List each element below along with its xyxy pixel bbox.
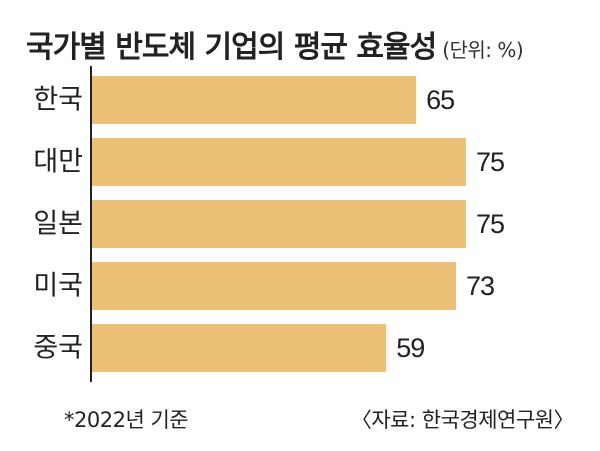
bar	[92, 262, 457, 310]
category-label: 중국	[33, 333, 83, 364]
value-label: 59	[396, 333, 424, 363]
category-label: 미국	[33, 271, 83, 302]
bar	[92, 200, 466, 248]
title-row: 국가별 반도체 기업의 평균 효율성 (단위: %)	[26, 22, 524, 66]
footnote: *2022년 기준	[64, 408, 189, 432]
source-note: 〈자료: 한국경제연구원〉	[350, 408, 575, 432]
unit-label: (단위: %)	[442, 38, 524, 62]
bar	[92, 76, 417, 124]
value-label: 65	[426, 85, 454, 115]
category-label: 한국	[33, 85, 83, 116]
chart-title: 국가별 반도체 기업의 평균 효율성	[26, 30, 437, 65]
value-label: 75	[476, 209, 504, 239]
category-label: 일본	[33, 209, 83, 240]
bar	[92, 324, 387, 372]
category-label: 대만	[33, 147, 83, 178]
value-label: 75	[476, 147, 504, 177]
bar	[92, 138, 466, 186]
value-label: 73	[466, 271, 494, 301]
